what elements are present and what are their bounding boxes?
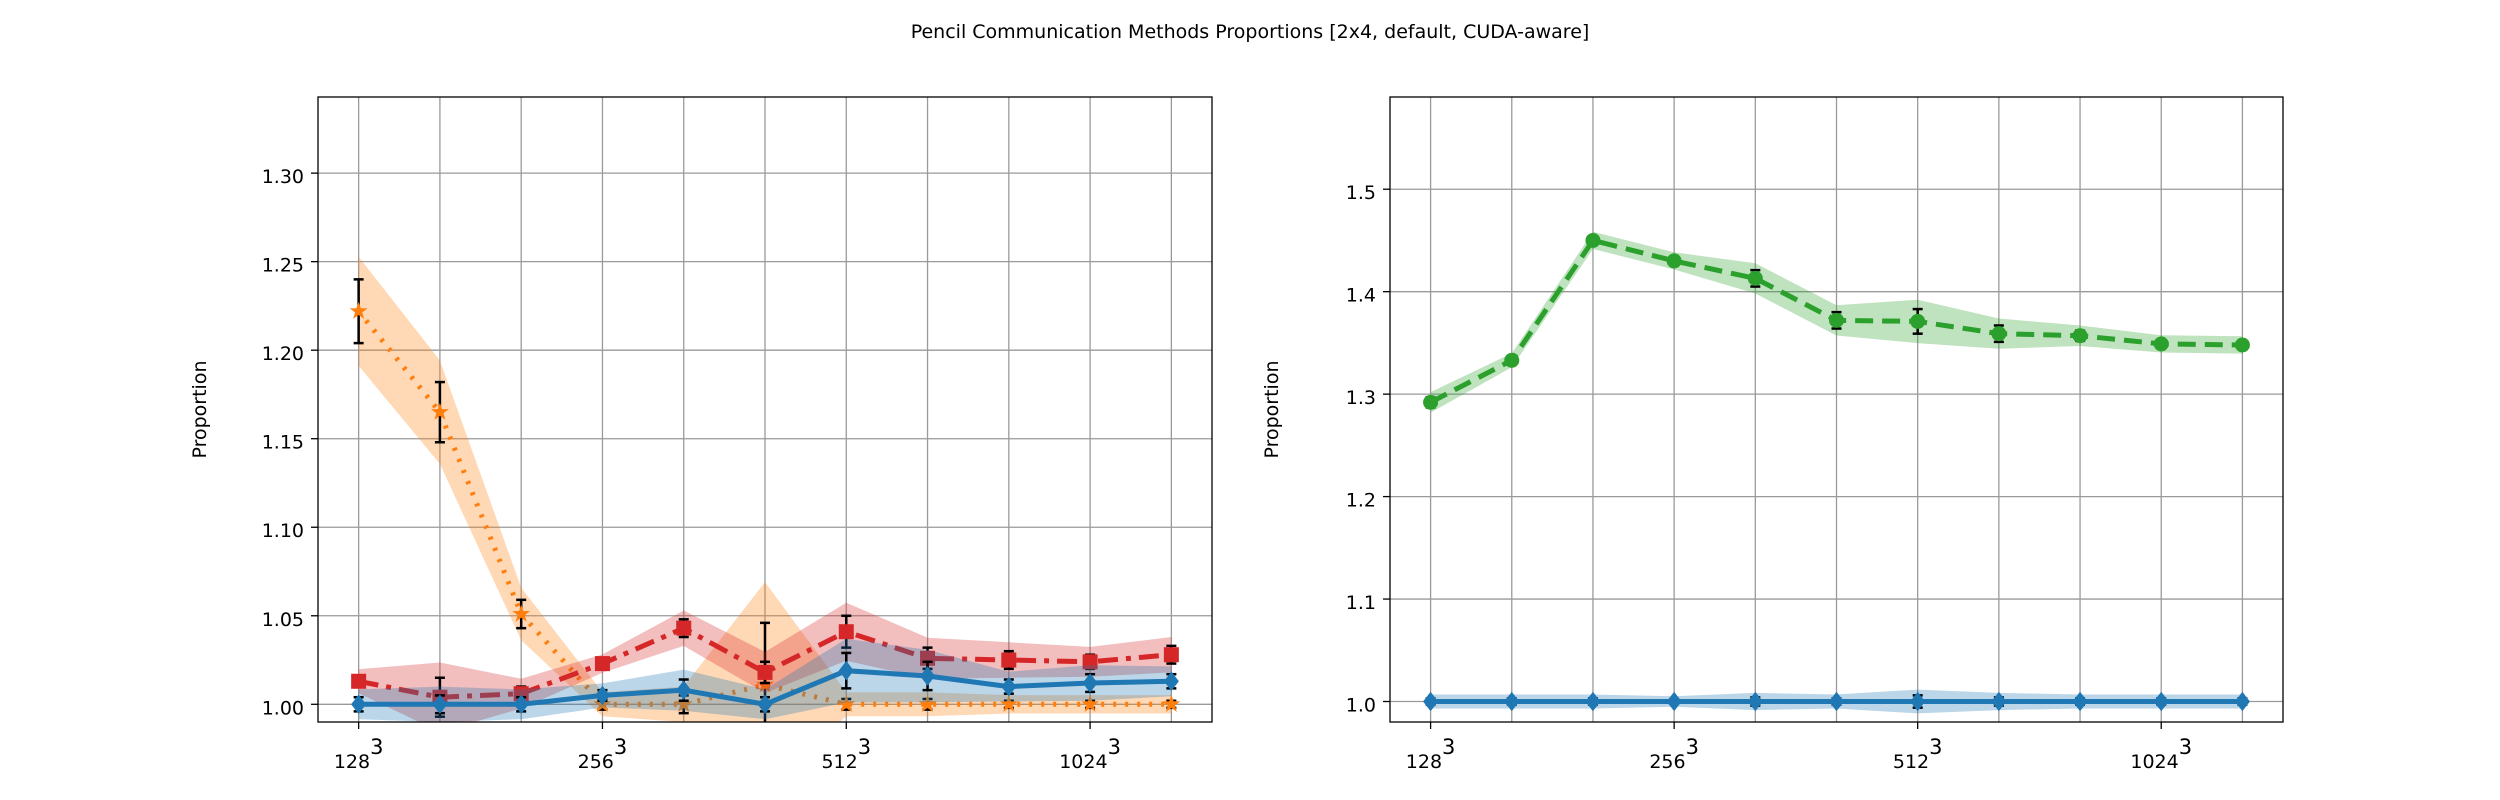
data-point: [1991, 691, 2007, 712]
y-tick-label: 1.20: [262, 343, 304, 365]
data-point: [1001, 652, 1017, 668]
y-tick-label: 1.1: [1346, 592, 1376, 614]
series: [1423, 231, 2250, 413]
data-point: [757, 664, 773, 680]
data-point: [1666, 691, 1682, 712]
data-point: [1585, 691, 1601, 712]
data-point: [999, 694, 1018, 712]
data-point: [838, 660, 854, 681]
left-panel: 1.00 1.05 1.10 1.15 1.20 1.25 1.30 1283 2563 5123…: [189, 96, 1213, 773]
data-point: [757, 694, 773, 715]
data-point: [1910, 691, 1926, 712]
x-tick-label: 2563: [1649, 735, 1699, 773]
series: [349, 256, 1181, 722]
y-tick-label: 1.00: [262, 697, 304, 719]
data-point: [2234, 691, 2250, 712]
x-tick-label: 5123: [821, 735, 871, 773]
series: [1423, 689, 2250, 714]
y-tick-label: 1.25: [262, 255, 304, 277]
data-point: [1504, 352, 1520, 368]
data-point: [594, 685, 610, 706]
data-point: [1910, 313, 1926, 329]
grid: [1390, 97, 2283, 722]
x-tick-label: 5123: [1893, 735, 1943, 773]
y-tick-label: 1.0: [1346, 695, 1376, 717]
plot-area: [1423, 231, 2250, 714]
y-tick-label: 1.10: [262, 520, 304, 542]
axes-frame: [317, 96, 1213, 723]
series-line: [358, 625, 1172, 700]
data-point: [918, 694, 937, 712]
data-point: [2072, 328, 2088, 344]
data-point: [1747, 270, 1763, 286]
axes-frame: [1389, 96, 2284, 723]
data-point: [1829, 312, 1844, 328]
x-tick-label: 1283: [334, 735, 384, 773]
data-point: [1163, 647, 1179, 663]
data-point: [512, 604, 531, 622]
data-point: [838, 624, 854, 640]
data-point: [351, 694, 367, 715]
data-point: [1162, 694, 1181, 712]
data-point: [2234, 337, 2250, 353]
x-tick-label: 10243: [2130, 735, 2192, 773]
data-point: [351, 673, 367, 689]
data-point: [676, 620, 692, 636]
data-point: [1504, 691, 1520, 712]
x-tick-label: 10243: [1059, 735, 1121, 773]
y-tick-label: 1.4: [1346, 285, 1376, 307]
y-axis-label: Proportion: [189, 360, 211, 458]
y-tick-label: 1.3: [1346, 387, 1376, 409]
y-tick-label: 1.2: [1346, 490, 1376, 512]
data-point: [430, 402, 449, 420]
data-point: [1001, 676, 1017, 697]
data-point: [513, 694, 529, 715]
data-point: [837, 694, 856, 712]
data-point: [2153, 336, 2169, 352]
data-point: [1082, 673, 1098, 693]
data-point: [1081, 694, 1100, 712]
right-panel: 1.0 1.1 1.2 1.3 1.4 1.5 1283 2563 5123 10243 Propo…: [1261, 96, 2284, 773]
data-point: [1163, 671, 1179, 692]
data-point: [594, 656, 610, 672]
data-point: [2072, 691, 2088, 712]
plot-area: [349, 256, 1181, 722]
data-point: [432, 694, 448, 715]
data-point: [349, 301, 368, 319]
data-point: [676, 680, 692, 700]
data-point: [1585, 232, 1601, 248]
data-point: [920, 666, 936, 686]
data-point: [1423, 394, 1439, 410]
y-tick-label: 1.5: [1346, 182, 1376, 204]
data-point: [1747, 691, 1763, 712]
y-axis-label: Proportion: [1261, 360, 1283, 458]
x-tick-label: 2563: [578, 735, 628, 773]
data-point: [1991, 326, 2007, 342]
data-point: [1829, 691, 1844, 712]
y-tick-label: 1.30: [262, 166, 304, 188]
data-point: [1082, 654, 1098, 670]
data-point: [1423, 691, 1439, 712]
data-point: [1666, 253, 1682, 269]
series: [351, 638, 1179, 722]
figure-title: Pencil Communication Methods Proportions…: [911, 21, 1590, 43]
data-point: [2153, 691, 2169, 712]
x-tick-label: 1283: [1406, 735, 1456, 773]
y-tick-label: 1.15: [262, 432, 304, 454]
data-point: [674, 694, 693, 712]
y-tick-label: 1.05: [262, 609, 304, 631]
